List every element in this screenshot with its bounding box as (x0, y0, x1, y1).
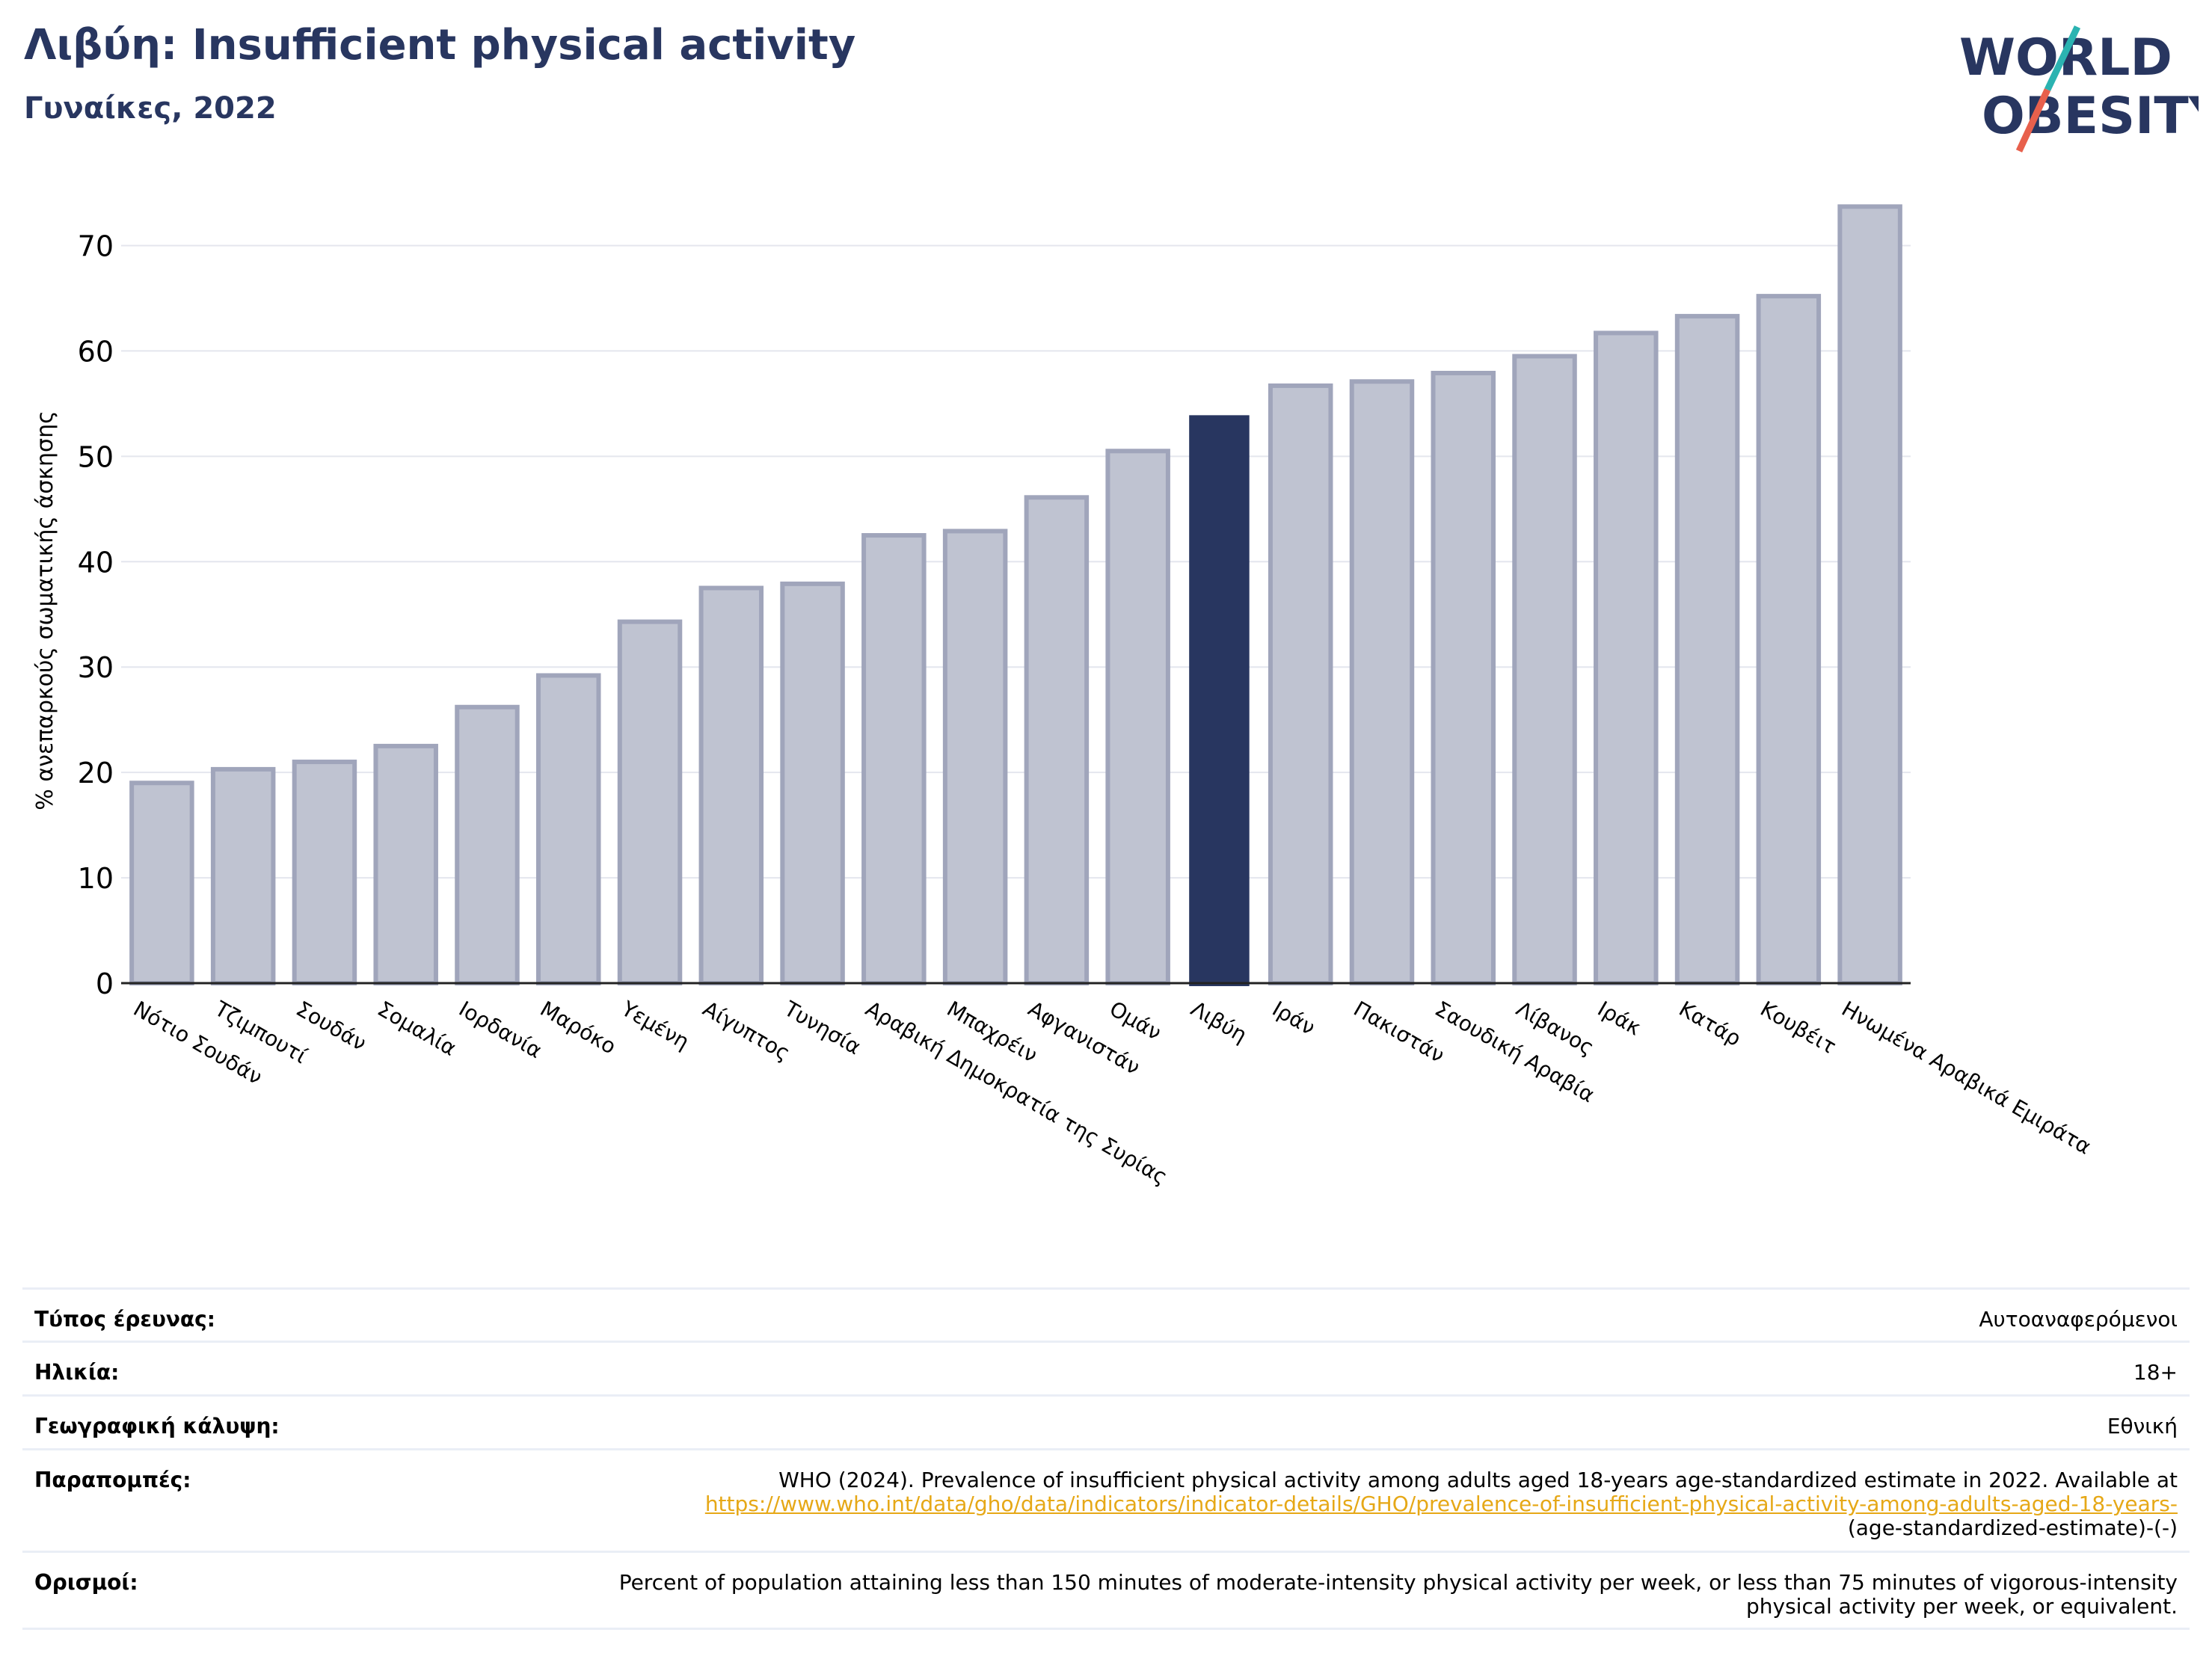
info-label: Ηλικία: (34, 1360, 120, 1385)
bar (1105, 449, 1170, 985)
bar (1512, 354, 1577, 985)
page-title: Λιβύη: Insufficient physical activity (24, 21, 856, 70)
x-tick-label: Ηνωμένα Αραβικά Εμιράτα (1837, 996, 2095, 1159)
logo-line-2: OBESITY (1982, 87, 2199, 146)
y-tick-label: 70 (78, 230, 114, 262)
info-value: Αυτοαναφερόμενοι (1979, 1307, 2178, 1332)
info-label: Τύπος έρευνας: (34, 1307, 215, 1332)
y-tick-label: 50 (78, 440, 114, 473)
bar (536, 673, 601, 985)
x-tick-label: Ομάν (1105, 996, 1166, 1045)
bar (942, 529, 1008, 985)
x-tick-label: Πακιστάν (1349, 996, 1448, 1068)
info-row-survey-type: Τύπος έρευνας: Αυτοαναφερόμενοι (22, 1287, 2190, 1341)
info-value: Percent of population attaining less tha… (618, 1570, 2178, 1619)
bar (1594, 330, 1659, 985)
bar (1674, 313, 1740, 985)
info-row-definitions: Ορισμοί: Percent of population attaining… (22, 1551, 2190, 1630)
bar (292, 760, 357, 985)
bar (1349, 379, 1415, 985)
world-obesity-logo: WORLD OBESITY (1959, 25, 2199, 153)
page-subtitle: Γυναίκες, 2022 (24, 91, 277, 126)
bar (861, 533, 927, 985)
info-table: Τύπος έρευνας: Αυτοαναφερόμενοι Ηλικία: … (22, 1287, 2190, 1630)
info-label: Ορισμοί: (34, 1570, 138, 1595)
bar (210, 766, 276, 985)
x-tick-label: Ιράν (1268, 996, 1320, 1040)
reference-text: WHO (2024). Prevalence of insufficient p… (778, 1468, 2178, 1492)
x-tick-label: Λιβύη (1187, 996, 1251, 1047)
y-tick-label: 40 (78, 546, 114, 579)
logo-slash-icon (2044, 25, 2081, 91)
bar (455, 704, 520, 985)
bar (698, 585, 764, 985)
info-row-coverage: Γεωγραφική κάλυψη: Εθνική (22, 1394, 2190, 1448)
y-axis-label: % ανεπαρκούς σωματικής άσκησης (32, 410, 58, 810)
x-tick-label: Ιράκ (1594, 996, 1645, 1040)
bar (1189, 415, 1250, 986)
y-tick-label: 10 (78, 862, 114, 895)
x-tick-label: Σομαλία (373, 996, 461, 1060)
info-row-references: Παραπομπές: WHO (2024). Prevalence of in… (22, 1448, 2190, 1551)
bar (1837, 204, 1902, 986)
info-value: 18+ (2133, 1360, 2178, 1385)
x-tick-label: Κουβέιτ (1756, 996, 1840, 1059)
bar (1431, 370, 1496, 986)
bar (1756, 294, 1822, 985)
y-tick-label: 60 (78, 335, 114, 368)
bar (780, 581, 845, 985)
info-value: Εθνική (2107, 1414, 2178, 1438)
info-label: Παραπομπές: (34, 1468, 191, 1492)
reference-link[interactable]: https://www.who.int/data/gho/data/indica… (704, 1492, 2178, 1516)
x-tick-label: Τυνησία (779, 996, 865, 1059)
info-label: Γεωγραφική κάλυψη: (34, 1414, 280, 1438)
info-value-references: WHO (2024). Prevalence of insufficient p… (705, 1450, 2190, 1551)
info-row-age: Ηλικία: 18+ (22, 1341, 2190, 1394)
reference-text-end: (age-standardized-estimate)-(-) (1847, 1515, 2178, 1540)
bar (1024, 495, 1090, 985)
x-tick-label: Κατάρ (1675, 996, 1745, 1051)
y-tick-label: 0 (96, 967, 114, 1000)
bar-chart: 0 10 20 30 40 50 60 70 % ανεπαρκούς σωματικής άσ… (32, 204, 2095, 1189)
y-tick-label: 30 (78, 651, 114, 684)
x-tick-label: Αίγυπτος (698, 996, 794, 1065)
bar (1268, 383, 1333, 985)
x-tick-label: Ιορδανία (455, 996, 546, 1063)
x-tick-label: Μαρόκο (536, 996, 621, 1059)
bar (129, 781, 194, 986)
x-tick-label: Υεμένη (617, 996, 694, 1054)
y-tick-label: 20 (78, 757, 114, 790)
bar (373, 743, 438, 986)
bar (617, 619, 683, 986)
logo-slash-lower-icon (2015, 88, 2051, 153)
